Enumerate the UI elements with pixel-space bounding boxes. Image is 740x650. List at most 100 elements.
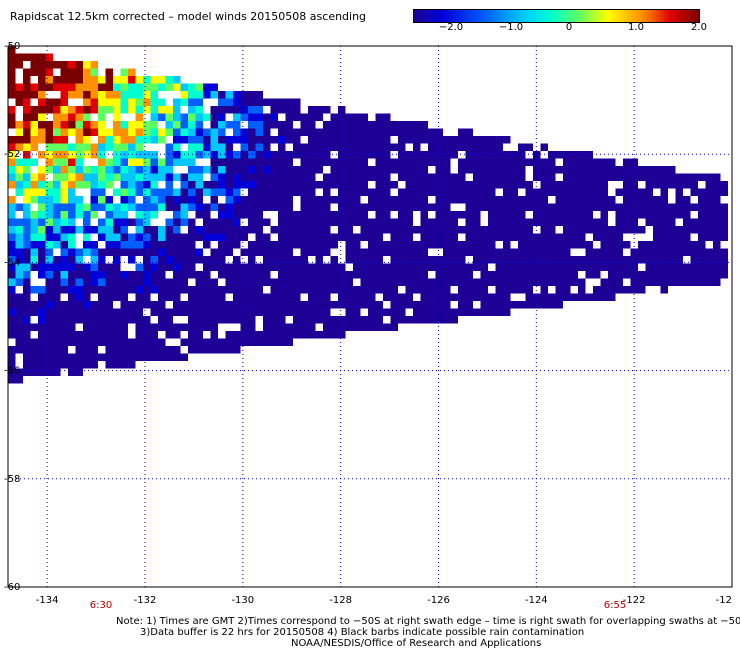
wind-cell xyxy=(150,91,158,99)
wind-cell xyxy=(98,196,106,204)
wind-cell xyxy=(300,128,308,136)
wind-cell xyxy=(60,331,68,339)
wind-cell xyxy=(353,256,361,264)
wind-cell xyxy=(518,263,526,271)
wind-cell xyxy=(308,263,316,271)
wind-cell xyxy=(248,136,256,144)
wind-cell xyxy=(510,286,518,294)
wind-cell xyxy=(8,106,16,114)
wind-cell xyxy=(533,256,541,264)
wind-cell xyxy=(578,196,586,204)
wind-cell xyxy=(143,98,151,106)
wind-cell xyxy=(353,316,361,324)
wind-cell xyxy=(188,173,196,181)
wind-cell xyxy=(293,331,301,339)
wind-cell xyxy=(45,361,53,369)
wind-cell xyxy=(480,143,488,151)
wind-cell xyxy=(285,113,293,121)
wind-cell xyxy=(53,346,61,354)
wind-cell xyxy=(315,308,323,316)
wind-cell xyxy=(563,286,571,294)
wind-cell xyxy=(120,293,128,301)
wind-cell xyxy=(75,286,83,294)
wind-cell xyxy=(638,286,646,294)
wind-cell xyxy=(503,196,511,204)
wind-cell xyxy=(518,181,526,189)
wind-cell xyxy=(263,113,271,121)
wind-cell xyxy=(555,166,563,174)
wind-cell xyxy=(165,196,173,204)
wind-cell xyxy=(248,128,256,136)
wind-cell xyxy=(645,218,653,226)
wind-cell xyxy=(300,166,308,174)
wind-cell xyxy=(548,271,556,279)
wind-cell xyxy=(353,271,361,279)
wind-cell xyxy=(8,61,16,69)
wind-cell xyxy=(698,248,706,256)
wind-cell xyxy=(143,91,151,99)
wind-cell xyxy=(668,203,676,211)
wind-cell xyxy=(518,173,526,181)
wind-cell xyxy=(375,278,383,286)
footnote-line-3: NOAA/NESDIS/Office of Research and Appli… xyxy=(291,638,542,649)
wind-cell xyxy=(173,83,181,91)
wind-cell xyxy=(158,83,166,91)
wind-cell xyxy=(480,278,488,286)
wind-cell xyxy=(675,241,683,249)
wind-cell xyxy=(278,241,286,249)
wind-cell xyxy=(443,166,451,174)
wind-cell xyxy=(105,218,113,226)
wind-cell xyxy=(165,233,173,241)
wind-cell xyxy=(90,76,98,84)
wind-cell xyxy=(353,323,361,331)
wind-cell xyxy=(143,233,151,241)
wind-cell xyxy=(30,308,38,316)
wind-cell xyxy=(158,106,166,114)
wind-cell xyxy=(248,316,256,324)
wind-cell xyxy=(285,286,293,294)
wind-cell xyxy=(450,226,458,234)
wind-cell xyxy=(548,188,556,196)
wind-cell xyxy=(495,278,503,286)
wind-cell xyxy=(323,181,331,189)
wind-cell xyxy=(518,271,526,279)
wind-cell xyxy=(278,136,286,144)
wind-cell xyxy=(495,256,503,264)
wind-cell xyxy=(83,353,91,361)
wind-cell xyxy=(240,166,248,174)
wind-cell xyxy=(368,256,376,264)
wind-cell xyxy=(38,361,46,369)
wind-cell xyxy=(510,263,518,271)
wind-cell xyxy=(383,218,391,226)
wind-cell xyxy=(270,308,278,316)
wind-cell xyxy=(128,98,136,106)
wind-cell xyxy=(353,136,361,144)
wind-cell xyxy=(75,83,83,91)
wind-cell xyxy=(278,166,286,174)
wind-cell xyxy=(218,188,226,196)
wind-cell xyxy=(278,338,286,346)
wind-cell xyxy=(38,286,46,294)
wind-cell xyxy=(443,136,451,144)
wind-cell xyxy=(60,196,68,204)
wind-cell xyxy=(405,151,413,159)
wind-cell xyxy=(233,278,241,286)
wind-cell xyxy=(360,188,368,196)
wind-cell xyxy=(368,128,376,136)
wind-cell xyxy=(638,188,646,196)
wind-cell xyxy=(233,173,241,181)
wind-cell xyxy=(383,248,391,256)
wind-cell xyxy=(180,263,188,271)
wind-cell xyxy=(83,203,91,211)
wind-cell xyxy=(98,143,106,151)
wind-cell xyxy=(473,226,481,234)
wind-cell xyxy=(360,181,368,189)
wind-cell xyxy=(690,226,698,234)
wind-cell xyxy=(135,263,143,271)
wind-cell xyxy=(240,233,248,241)
wind-cell xyxy=(248,338,256,346)
wind-cell xyxy=(383,196,391,204)
wind-cell xyxy=(555,263,563,271)
wind-cell xyxy=(383,181,391,189)
wind-cell xyxy=(15,233,23,241)
